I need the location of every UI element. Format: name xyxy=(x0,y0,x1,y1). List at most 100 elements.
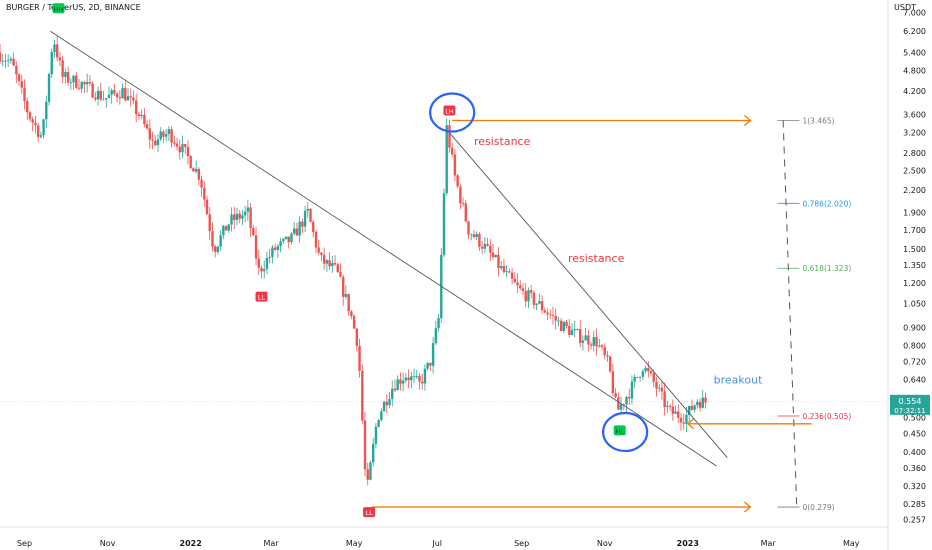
candle-body xyxy=(342,276,345,297)
candle-body xyxy=(429,362,432,366)
candle-body xyxy=(347,294,350,312)
candle-body xyxy=(391,388,394,400)
candle-body xyxy=(17,74,21,82)
candle-body xyxy=(252,228,255,236)
candle-body xyxy=(260,267,263,272)
candle-body xyxy=(173,142,176,144)
pivot-marker-label: HH xyxy=(54,5,64,13)
candle-body xyxy=(189,156,192,169)
y-tick-label: 1.200 xyxy=(903,279,926,288)
candle-body xyxy=(132,97,135,101)
candle-body xyxy=(636,376,639,378)
candle-body xyxy=(549,314,552,316)
candle-body xyxy=(4,60,7,62)
candle-body xyxy=(529,290,533,293)
candle-body xyxy=(110,90,113,95)
candle-body xyxy=(23,87,26,101)
candle-body xyxy=(50,51,53,75)
candle-body xyxy=(235,213,239,220)
candle-body xyxy=(83,82,86,85)
candle-body xyxy=(595,337,598,347)
candle-body xyxy=(107,94,111,99)
candle-body xyxy=(298,221,301,236)
candle-body xyxy=(350,311,353,317)
candle-body xyxy=(333,263,337,265)
pivot-marker-label: HL xyxy=(615,427,624,435)
candle-body xyxy=(393,388,397,391)
last-price-badge xyxy=(890,394,930,415)
candle-body xyxy=(638,376,642,378)
candle-body xyxy=(396,379,399,391)
candle-body xyxy=(233,214,236,220)
candle-body xyxy=(527,290,530,302)
candle-body xyxy=(608,356,612,372)
candle-body xyxy=(489,245,492,253)
highlight-circle xyxy=(429,92,476,133)
candle-body xyxy=(674,411,677,414)
candle-body xyxy=(598,345,601,347)
candle-body xyxy=(102,99,105,101)
candle-body xyxy=(219,235,222,247)
candle-body xyxy=(415,376,418,377)
candle-body xyxy=(203,187,206,200)
orange-arrow-head xyxy=(686,418,695,430)
candle-body xyxy=(611,371,615,394)
candle-body xyxy=(184,144,187,147)
candle-body xyxy=(222,225,225,236)
candle-body xyxy=(265,258,269,270)
candle-body xyxy=(344,294,348,297)
candle-body xyxy=(647,367,650,372)
candle-body xyxy=(320,252,323,255)
candle-body xyxy=(371,443,375,463)
y-tick-label: 1.050 xyxy=(903,300,926,309)
y-tick-label: 0.800 xyxy=(903,341,926,350)
candle-body xyxy=(682,422,685,424)
y-tick-label: 0.400 xyxy=(903,448,926,457)
candle-body xyxy=(175,143,179,147)
candle-body xyxy=(671,406,675,414)
candle-body xyxy=(418,376,421,382)
y-tick-label: 3.200 xyxy=(903,129,926,138)
candle-body xyxy=(205,199,209,215)
candle-body xyxy=(47,74,51,102)
candle-body xyxy=(649,371,653,374)
candle-body xyxy=(382,401,386,412)
chart-annotation: breakout xyxy=(714,373,763,386)
x-tick-label: Mar xyxy=(761,539,777,548)
candle-body xyxy=(442,193,446,255)
candle-body xyxy=(129,96,132,98)
candle-body xyxy=(472,234,476,238)
candle-body xyxy=(246,207,250,212)
candle-body xyxy=(464,203,467,222)
candle-body xyxy=(578,328,582,343)
x-tick-label: Sep xyxy=(17,539,32,548)
x-tick-label: Nov xyxy=(100,539,116,548)
candle-body xyxy=(614,393,617,398)
candle-body xyxy=(592,337,596,346)
candle-body xyxy=(213,246,217,252)
candle-body xyxy=(124,88,127,101)
pivot-marker-badge xyxy=(443,105,456,116)
candle-body xyxy=(377,420,380,427)
candle-body xyxy=(64,71,67,77)
pivot-marker-label: LL xyxy=(365,509,373,517)
y-tick-label: 6.200 xyxy=(903,27,926,36)
candle-body xyxy=(26,100,29,113)
candle-body xyxy=(445,125,448,194)
candle-body xyxy=(461,203,465,205)
candle-body xyxy=(693,405,696,410)
candle-body xyxy=(325,260,329,264)
candle-body xyxy=(698,401,702,408)
trendline xyxy=(50,30,717,467)
candle-body xyxy=(538,301,541,304)
candle-body xyxy=(475,233,478,238)
candle-body xyxy=(295,228,299,236)
candle-body xyxy=(186,146,190,157)
candle-body xyxy=(568,326,571,336)
candle-body xyxy=(434,328,438,344)
candle-body xyxy=(317,247,320,253)
candle-body xyxy=(69,82,73,84)
candle-body xyxy=(505,271,508,273)
